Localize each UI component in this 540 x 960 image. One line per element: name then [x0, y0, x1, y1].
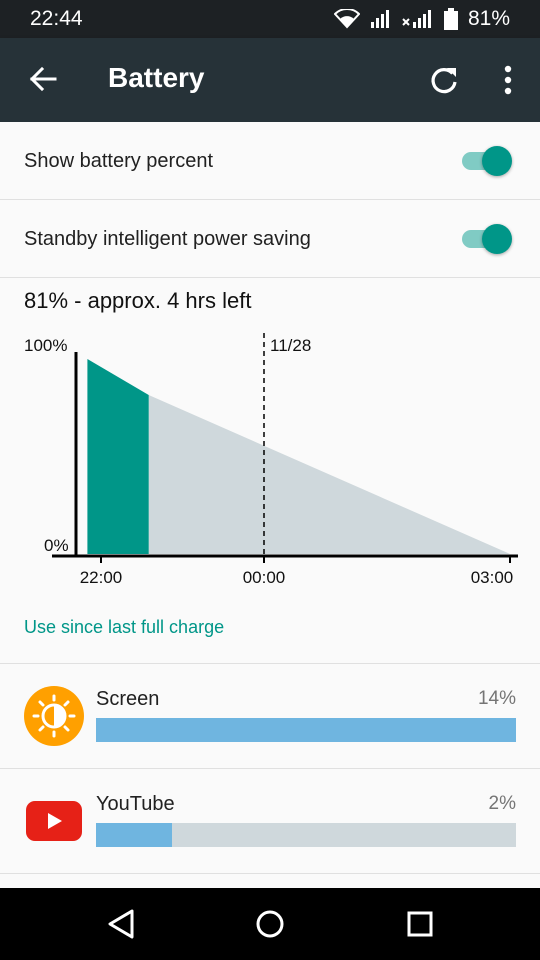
youtube-icon [26, 801, 82, 841]
status-icons: 81% [333, 7, 510, 31]
y-tick-label: 0% [44, 536, 69, 555]
usage-percent: 2% [488, 793, 516, 814]
no-signal-icon [402, 10, 431, 28]
setting-label: Standby intelligent power saving [24, 228, 311, 250]
actual-discharge-area [87, 359, 149, 554]
setting-show-battery-percent[interactable]: Show battery percent [0, 122, 540, 200]
usage-row-screen[interactable]: Screen 14% [0, 664, 540, 768]
date-marker-label: 11/28 [270, 336, 311, 355]
navigation-bar [0, 888, 540, 960]
setting-standby-power-saving[interactable]: Standby intelligent power saving [0, 200, 540, 278]
back-nav-icon[interactable] [102, 906, 138, 942]
status-bar: 22:44 81% [0, 0, 540, 38]
app-name: Screen [96, 688, 160, 710]
recents-nav-icon[interactable] [402, 906, 438, 942]
standby-saving-toggle[interactable] [460, 221, 514, 255]
usage-bar-fill [96, 823, 172, 847]
status-battery-percent: 81% [467, 7, 510, 30]
battery-history-chart: 11/28 100% 0% 22:00 00:00 03:00 [24, 333, 518, 587]
status-time: 22:44 [30, 7, 83, 30]
app-bar: Battery [0, 38, 540, 122]
more-options-icon[interactable] [496, 62, 520, 98]
projected-discharge-area [148, 395, 510, 554]
x-tick-label: 03:00 [471, 568, 514, 587]
back-arrow-icon[interactable] [28, 64, 58, 94]
page-title: Battery [108, 62, 205, 93]
usage-bar [96, 823, 516, 847]
divider [0, 873, 540, 874]
usage-row-youtube[interactable]: YouTube 2% [0, 769, 540, 873]
home-nav-icon[interactable] [252, 906, 288, 942]
show-percent-toggle[interactable] [460, 143, 514, 177]
usage-bar-fill [96, 718, 516, 742]
x-tick-label: 00:00 [243, 568, 286, 587]
usage-percent: 14% [477, 688, 516, 709]
app-name: YouTube [96, 793, 175, 815]
divider [0, 663, 540, 664]
toggle-thumb [482, 224, 512, 254]
y-tick-label: 100% [24, 336, 67, 355]
use-since-heading: Use since last full charge [24, 617, 225, 637]
usage-bar [96, 718, 516, 742]
brightness-icon [24, 686, 84, 746]
wifi-icon [333, 9, 360, 29]
signal-icon [370, 10, 389, 28]
divider [0, 768, 540, 769]
battery-icon [443, 8, 458, 30]
toggle-thumb [482, 146, 512, 176]
battery-summary: 81% - approx. 4 hrs left [24, 288, 252, 313]
x-tick-label: 22:00 [80, 568, 123, 587]
refresh-icon[interactable] [428, 64, 460, 96]
setting-label: Show battery percent [24, 150, 213, 172]
